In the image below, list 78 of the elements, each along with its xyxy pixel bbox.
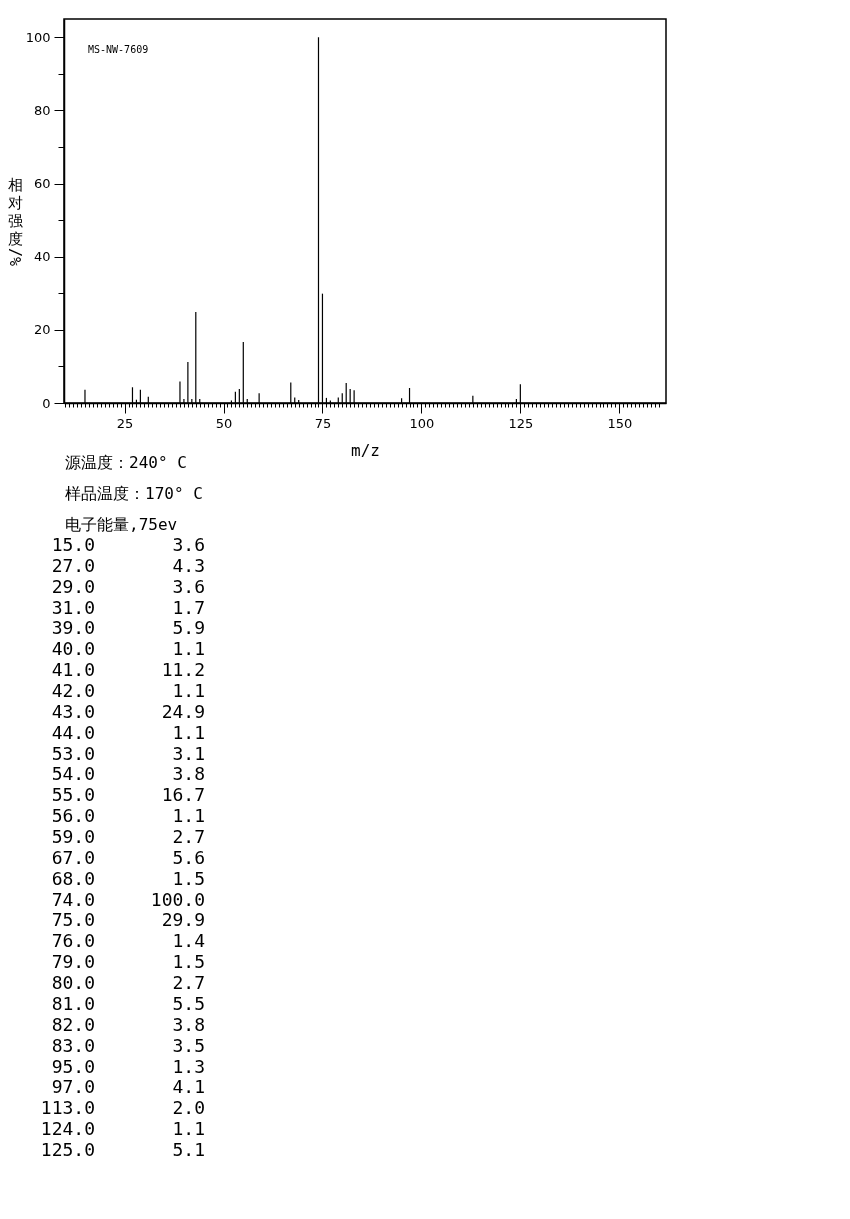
text: 40.0 — [51, 638, 95, 660]
text: 16.7 — [161, 784, 205, 806]
y-tick-label: 20 — [33, 322, 51, 338]
x-tick-label: 125 — [508, 415, 534, 431]
text: 1.1 — [172, 721, 205, 743]
text: 3.6 — [172, 575, 205, 597]
text: 42.0 — [51, 680, 95, 702]
annotation: MS-NW-7609 — [88, 44, 149, 55]
text: 125.0 — [40, 1138, 95, 1160]
text: 55.0 — [51, 784, 95, 806]
text: 源温度：240° C — [65, 453, 187, 473]
text: 3.8 — [172, 1013, 205, 1035]
text: 43.0 — [51, 700, 95, 722]
text: 76.0 — [51, 930, 95, 952]
text: 3.6 — [172, 534, 205, 555]
text: 3.5 — [172, 1034, 205, 1056]
text: 5.5 — [172, 992, 205, 1014]
text: 74.0 — [51, 888, 95, 910]
text: 1.4 — [172, 930, 205, 952]
text: 81.0 — [51, 992, 95, 1014]
text: 1.1 — [172, 638, 205, 660]
text: 1.5 — [172, 867, 205, 889]
text: 31.0 — [51, 596, 95, 618]
text: 80.0 — [51, 972, 95, 994]
text: 15.0 — [51, 534, 95, 555]
text: 67.0 — [51, 846, 95, 868]
text: 样品温度：170° C — [65, 484, 203, 504]
text: 75.0 — [51, 909, 95, 931]
text: 100.0 — [150, 888, 205, 910]
y-tick-label: 0 — [42, 395, 51, 411]
y-tick-label: 60 — [33, 176, 51, 192]
x-tick-label: 75 — [314, 415, 332, 431]
text: 5.6 — [172, 846, 205, 868]
text: 2.7 — [172, 972, 205, 994]
y-tick-label: 100 — [25, 29, 51, 45]
text: 113.0 — [40, 1097, 95, 1119]
y-tick-label: 80 — [33, 102, 51, 118]
text: 5.1 — [172, 1138, 205, 1160]
x-tick-label: 50 — [215, 415, 233, 431]
text: 83.0 — [51, 1034, 95, 1056]
text: 41.0 — [51, 659, 95, 681]
text: 53.0 — [51, 742, 95, 764]
text: 68.0 — [51, 867, 95, 889]
text: 29.0 — [51, 575, 95, 597]
text: 97.0 — [51, 1076, 95, 1098]
text: 1.1 — [172, 1118, 205, 1140]
text: 3.8 — [172, 763, 205, 785]
text: 59.0 — [51, 826, 95, 848]
text: 1.5 — [172, 951, 205, 973]
text: 82.0 — [51, 1013, 95, 1035]
text: 2.7 — [172, 826, 205, 848]
text: 1.1 — [172, 680, 205, 702]
text: 44.0 — [51, 721, 95, 743]
text: 3.1 — [172, 742, 205, 764]
text: 电子能量,75ev — [65, 515, 178, 535]
y-axis-title: 相对强度/% — [6, 176, 24, 267]
text: 54.0 — [51, 763, 95, 785]
x-axis-title: m/z — [351, 440, 380, 460]
text: 4.3 — [172, 554, 205, 576]
text: 11.2 — [161, 659, 205, 681]
text: 124.0 — [40, 1118, 95, 1140]
text: 95.0 — [51, 1055, 95, 1077]
text: 27.0 — [51, 554, 95, 576]
text: 1.1 — [172, 805, 205, 827]
text: 2.0 — [172, 1097, 205, 1119]
x-tick-label: 150 — [607, 415, 633, 431]
text: 1.3 — [172, 1055, 205, 1077]
text: 5.9 — [172, 617, 205, 639]
text: 4.1 — [172, 1076, 205, 1098]
text: 29.9 — [161, 909, 205, 931]
text: 39.0 — [51, 617, 95, 639]
text: 56.0 — [51, 805, 95, 827]
text: 1.7 — [172, 596, 205, 618]
x-tick-label: 25 — [116, 415, 134, 431]
text: 79.0 — [51, 951, 95, 973]
x-tick-label: 100 — [409, 415, 435, 431]
y-tick-label: 40 — [33, 249, 51, 265]
text: 24.9 — [161, 700, 205, 722]
